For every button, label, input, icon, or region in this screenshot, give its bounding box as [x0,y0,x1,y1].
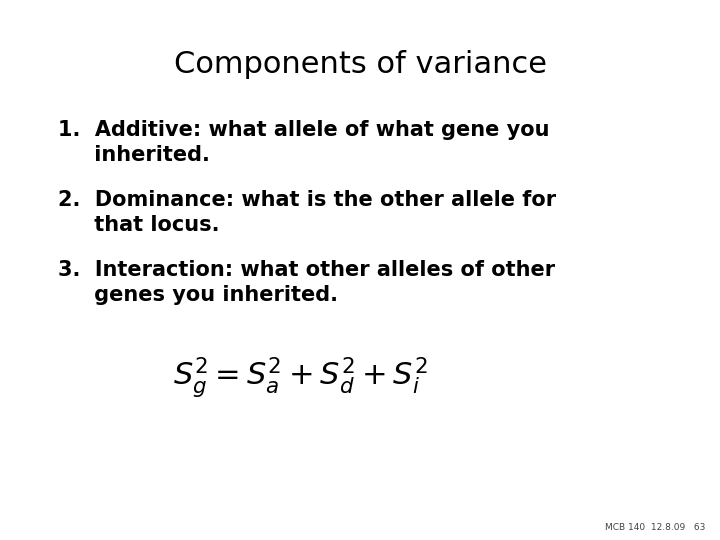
Text: 3.  Interaction: what other alleles of other: 3. Interaction: what other alleles of ot… [58,260,555,280]
Text: $S_g^2 = S_a^2 + S_d^2 + S_i^2$: $S_g^2 = S_a^2 + S_d^2 + S_i^2$ [173,355,428,400]
Text: genes you inherited.: genes you inherited. [58,285,338,305]
Text: 2.  Dominance: what is the other allele for: 2. Dominance: what is the other allele f… [58,190,556,210]
Text: 1.  Additive: what allele of what gene you: 1. Additive: what allele of what gene yo… [58,120,549,140]
Text: Components of variance: Components of variance [174,50,546,79]
Text: inherited.: inherited. [58,145,210,165]
Text: that locus.: that locus. [58,215,220,235]
Text: MCB 140  12.8.09   63: MCB 140 12.8.09 63 [605,523,705,532]
